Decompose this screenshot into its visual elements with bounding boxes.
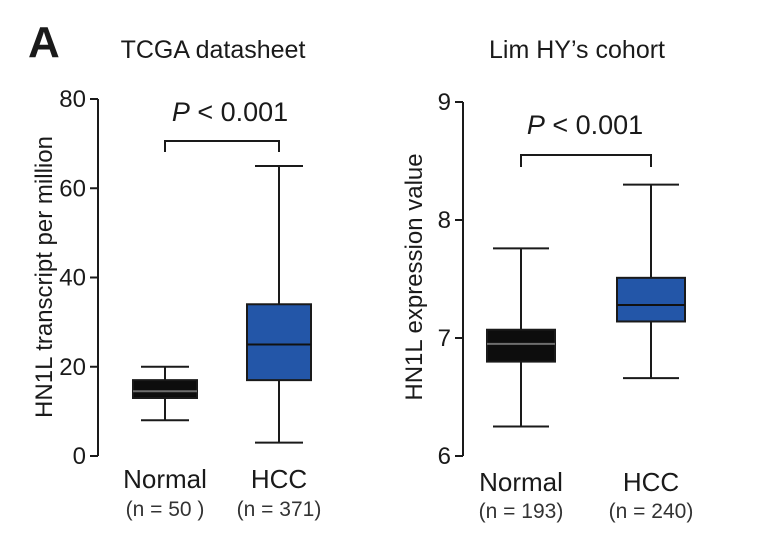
chart-title: TCGA datasheet xyxy=(121,36,306,64)
y-tick-label: 7 xyxy=(438,325,451,352)
box-hcc xyxy=(616,276,686,323)
p-value-label: P < 0.001 xyxy=(172,97,288,127)
box-normal xyxy=(486,328,556,363)
y-tick-label: 8 xyxy=(438,207,451,234)
y-tick-label: 6 xyxy=(438,443,451,470)
x-tick-label: HCC xyxy=(251,464,307,494)
y-tick-label: 60 xyxy=(59,175,86,202)
box-normal xyxy=(132,379,198,399)
y-axis-label: HN1L transcript per million xyxy=(31,136,58,418)
chart-tcga: TCGA datasheet HN1L transcript per milli… xyxy=(31,36,321,521)
x-tick-label: HCC xyxy=(623,467,679,497)
plot-area: 0 20 40 60 80 Normal (n = 50 ) HCC (n = 371) P < … xyxy=(59,86,321,521)
chart-lim-hy: Lim HY’s cohort HN1L expression value 6 7… xyxy=(401,36,693,523)
sample-size-label: (n = 193) xyxy=(479,500,564,523)
y-tick-label: 40 xyxy=(59,265,86,292)
y-tick-label: 9 xyxy=(438,89,451,116)
chart-title: Lim HY’s cohort xyxy=(489,36,665,64)
significance-bracket xyxy=(164,140,280,152)
plot-area: 6 7 8 9 Normal (n = 193) HCC (n = 240) P < 0.001 xyxy=(438,89,694,523)
significance-bracket xyxy=(520,154,652,167)
p-value-label: P < 0.001 xyxy=(527,110,643,140)
y-axis-label: HN1L expression value xyxy=(401,153,428,400)
sample-size-label: (n = 50 ) xyxy=(126,498,205,521)
y-tick-label: 80 xyxy=(59,86,86,113)
sample-size-label: (n = 240) xyxy=(609,500,694,523)
x-tick-label: Normal xyxy=(123,464,207,494)
y-tick-label: 0 xyxy=(73,443,86,470)
sample-size-label: (n = 371) xyxy=(237,498,322,521)
panel-label: A xyxy=(28,18,60,67)
y-tick-label: 20 xyxy=(59,354,86,381)
x-tick-label: Normal xyxy=(479,467,563,497)
box-hcc xyxy=(246,303,312,382)
